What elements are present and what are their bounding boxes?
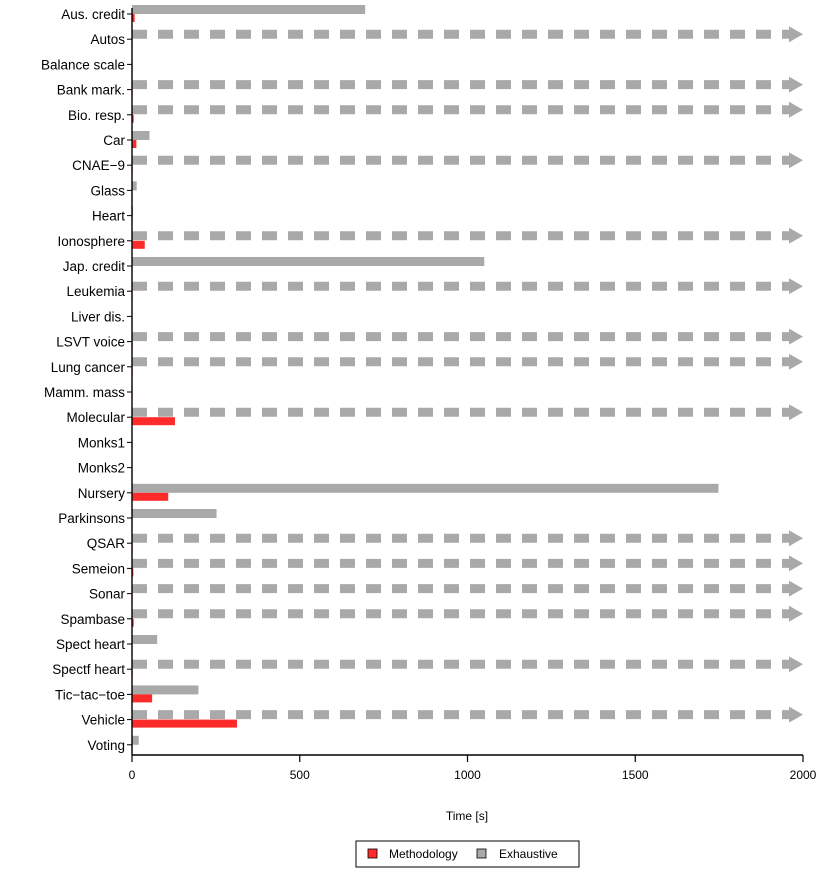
category-label-qsar: QSAR bbox=[87, 536, 126, 551]
methodology-bar-nursery bbox=[132, 492, 169, 501]
exhaustive-arrow-head-molecular bbox=[789, 404, 803, 421]
exhaustive-bar-jap-credit bbox=[132, 257, 485, 266]
exhaustive-bar-aus-credit bbox=[132, 5, 366, 14]
exhaustive-arrow-head-lung-cancer bbox=[789, 353, 803, 370]
category-label-bio-resp: Bio. resp. bbox=[68, 108, 125, 123]
exhaustive-arrow-sonar bbox=[132, 580, 803, 597]
exhaustive-arrow-head-qsar bbox=[789, 530, 803, 547]
category-label-glass: Glass bbox=[90, 183, 125, 198]
category-label-aus-credit: Aus. credit bbox=[61, 7, 125, 22]
bars-group bbox=[132, 5, 803, 753]
exhaustive-arrow-semeion bbox=[132, 555, 803, 572]
exhaustive-bar-spect-heart bbox=[132, 635, 158, 644]
category-label-parkinsons: Parkinsons bbox=[58, 511, 125, 526]
category-label-spectf-heart: Spectf heart bbox=[52, 662, 125, 677]
methodology-bar-ionosphere bbox=[132, 240, 145, 249]
exhaustive-arrow-spectf-heart bbox=[132, 656, 803, 673]
exhaustive-arrow-lsvt-voice bbox=[132, 328, 803, 345]
category-label-sonar: Sonar bbox=[89, 587, 126, 602]
exhaustive-arrow-spambase bbox=[132, 605, 803, 622]
category-label-liver-dis: Liver dis. bbox=[71, 309, 125, 324]
exhaustive-arrow-autos bbox=[132, 26, 803, 43]
x-tick-label-1500: 1500 bbox=[622, 768, 649, 782]
exhaustive-arrow-head-lsvt-voice bbox=[789, 328, 803, 345]
exhaustive-arrow-head-ionosphere bbox=[789, 227, 803, 244]
methodology-bar-molecular bbox=[132, 417, 175, 426]
exhaustive-bar-parkinsons bbox=[132, 509, 217, 518]
exhaustive-arrow-lung-cancer bbox=[132, 353, 803, 370]
category-label-lung-cancer: Lung cancer bbox=[51, 360, 126, 375]
category-label-monks1: Monks1 bbox=[78, 435, 125, 450]
exhaustive-bar-tic-tac-toe bbox=[132, 685, 199, 695]
exhaustive-arrow-leukemia bbox=[132, 278, 803, 295]
category-label-monks2: Monks2 bbox=[78, 461, 125, 476]
exhaustive-arrow-head-sonar bbox=[789, 580, 803, 597]
exhaustive-arrow-head-cnae-9 bbox=[789, 152, 803, 169]
exhaustive-bar-car bbox=[132, 131, 150, 140]
exhaustive-bar-glass bbox=[132, 181, 137, 191]
x-tick-label-2000: 2000 bbox=[790, 768, 817, 782]
category-label-mamm-mass: Mamm. mass bbox=[44, 385, 125, 400]
exhaustive-arrow-vehicle bbox=[132, 706, 803, 723]
legend-box bbox=[355, 840, 580, 868]
exhaustive-arrow-head-autos bbox=[789, 26, 803, 43]
category-label-heart: Heart bbox=[92, 209, 125, 224]
category-label-bank-mark: Bank mark. bbox=[57, 83, 125, 98]
methodology-bar-tic-tac-toe bbox=[132, 694, 153, 703]
x-axis-ticks: 0 500 1000 1500 2000 bbox=[129, 755, 817, 782]
category-labels: Aus. credit Autos Balance scale Bank mark. B… bbox=[41, 7, 132, 753]
legend-swatch-methodology bbox=[367, 848, 378, 859]
category-label-molecular: Molecular bbox=[66, 410, 125, 425]
legend-swatch-exhaustive bbox=[476, 848, 487, 859]
methodology-bar-car bbox=[132, 140, 137, 148]
legend-label-methodology: Methodology bbox=[389, 847, 458, 861]
exhaustive-arrow-head-spambase bbox=[789, 605, 803, 622]
exhaustive-arrow-bio-resp bbox=[132, 101, 803, 118]
category-label-spect-heart: Spect heart bbox=[56, 637, 125, 652]
x-axis-label: Time [s] bbox=[446, 809, 488, 823]
category-label-cnae-9: CNAE−9 bbox=[72, 158, 125, 173]
category-label-tic-tac-toe: Tic−tac−toe bbox=[55, 687, 125, 702]
exhaustive-arrow-head-bank-mark bbox=[789, 76, 803, 93]
category-label-lsvt-voice: LSVT voice bbox=[56, 335, 125, 350]
methodology-bar-spambase bbox=[132, 618, 134, 627]
x-tick-label-0: 0 bbox=[129, 768, 136, 782]
category-label-vehicle: Vehicle bbox=[81, 713, 125, 728]
exhaustive-arrow-head-spectf-heart bbox=[789, 656, 803, 673]
category-label-leukemia: Leukemia bbox=[66, 284, 125, 299]
methodology-bar-aus-credit bbox=[132, 14, 135, 22]
category-label-spambase: Spambase bbox=[60, 612, 125, 627]
exhaustive-arrow-cnae-9 bbox=[132, 152, 803, 169]
category-label-nursery: Nursery bbox=[78, 486, 126, 501]
exhaustive-bar-voting bbox=[132, 735, 139, 745]
x-tick-label-500: 500 bbox=[290, 768, 310, 782]
exhaustive-arrow-ionosphere bbox=[132, 227, 803, 244]
methodology-bar-vehicle bbox=[132, 719, 238, 728]
exhaustive-arrow-head-leukemia bbox=[789, 278, 803, 295]
exhaustive-arrow-head-vehicle bbox=[789, 706, 803, 723]
category-label-balance-scale: Balance scale bbox=[41, 57, 125, 72]
exhaustive-bar-nursery bbox=[132, 483, 719, 493]
exhaustive-arrow-qsar bbox=[132, 530, 803, 547]
exhaustive-arrow-head-semeion bbox=[789, 555, 803, 572]
category-label-car: Car bbox=[103, 133, 125, 148]
legend: Methodology Exhaustive bbox=[355, 840, 580, 868]
legend-label-exhaustive: Exhaustive bbox=[499, 847, 558, 861]
exhaustive-arrow-head-bio-resp bbox=[789, 101, 803, 118]
exhaustive-arrow-bank-mark bbox=[132, 76, 803, 93]
category-label-voting: Voting bbox=[87, 738, 125, 753]
category-label-semeion: Semeion bbox=[72, 561, 125, 576]
methodology-bar-bio-resp bbox=[132, 114, 134, 123]
category-label-ionosphere: Ionosphere bbox=[57, 234, 125, 249]
exhaustive-arrow-molecular bbox=[132, 404, 803, 421]
category-label-jap-credit: Jap. credit bbox=[63, 259, 126, 274]
category-label-autos: Autos bbox=[90, 32, 125, 47]
x-tick-label-1000: 1000 bbox=[454, 768, 481, 782]
